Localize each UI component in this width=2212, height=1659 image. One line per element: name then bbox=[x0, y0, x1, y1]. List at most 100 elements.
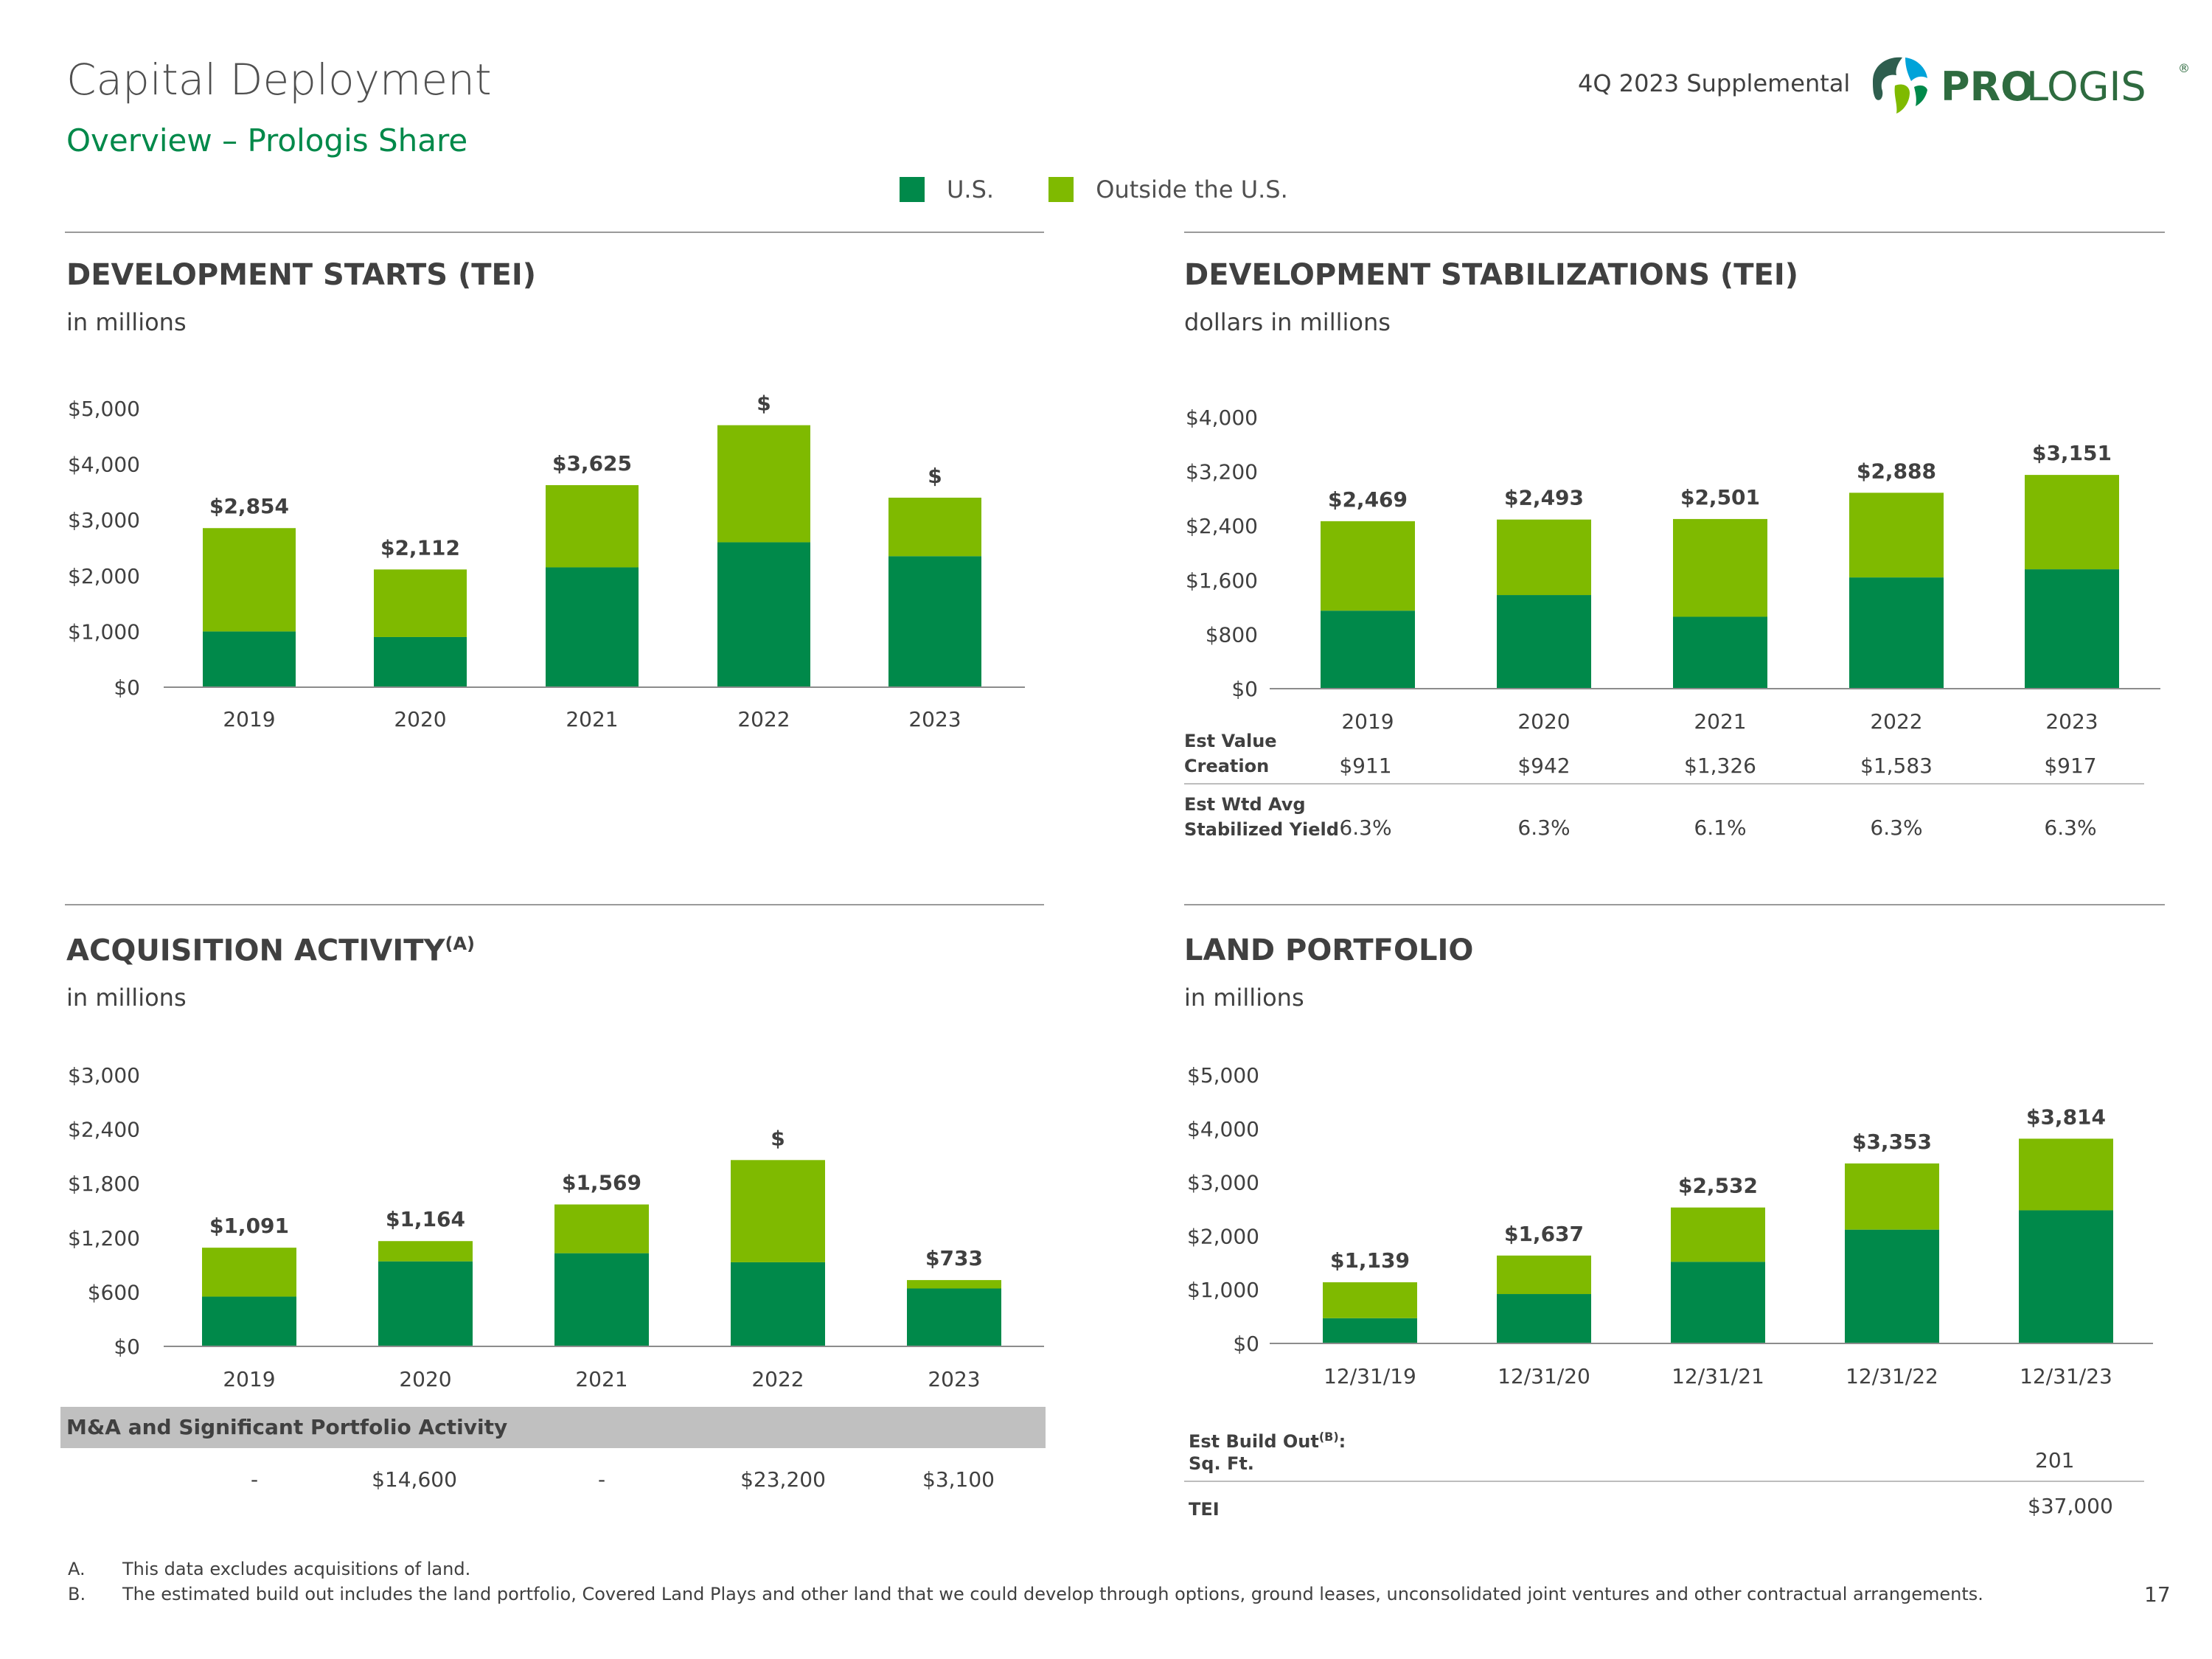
x-tick-label: 12/31/22 bbox=[1846, 1364, 1938, 1388]
footnote-a-key: A. bbox=[68, 1559, 86, 1579]
land-tei-label: TEI bbox=[1189, 1499, 1220, 1520]
bar-segment-outside bbox=[1497, 519, 1591, 596]
bar-segment-us bbox=[1497, 595, 1591, 689]
acq-ma-cell: - bbox=[597, 1467, 606, 1492]
stab-yield-cell: 6.1% bbox=[1694, 815, 1747, 840]
x-tick-label: 12/31/21 bbox=[1672, 1364, 1764, 1388]
svg-text:LOGIS: LOGIS bbox=[2026, 63, 2146, 110]
x-tick-label: 12/31/19 bbox=[1324, 1364, 1416, 1388]
bar-data-label: $2,532 bbox=[1678, 1174, 1758, 1198]
bar-data-label: $2,854 bbox=[209, 494, 289, 518]
bar-segment-us bbox=[1671, 1262, 1765, 1343]
bar-segment-us bbox=[888, 556, 981, 687]
acq-ma-cell: - bbox=[250, 1467, 259, 1492]
land-chart-group: $0 $1,000 $2,000 $3,000 $4,000 $5,000 $1,139 12… bbox=[1187, 1063, 2153, 1388]
acq-table-header: M&A and Significant Portfolio Activity bbox=[60, 1407, 1046, 1448]
bar-segment-us bbox=[554, 1253, 649, 1346]
x-tick-label: 2021 bbox=[1694, 709, 1746, 734]
stab-value-creation-cell: $1,583 bbox=[1860, 754, 1933, 778]
bar-segment-outside bbox=[907, 1280, 1001, 1289]
y-tick-label: $0 bbox=[1233, 1332, 1259, 1356]
starts-subtitle: in millions bbox=[66, 308, 187, 336]
stabilizations-chart-group: $0 $800 $1,600 $2,400 $3,200 $4,000 $2,469 2019… bbox=[1186, 406, 2160, 734]
svg-text:PRO: PRO bbox=[1941, 63, 2034, 110]
bar-data-label: $3,625 bbox=[552, 451, 632, 476]
bar-segment-outside bbox=[1321, 521, 1415, 611]
table-divider bbox=[1184, 783, 2144, 785]
stab-yield-cell: 6.3% bbox=[2044, 815, 2097, 840]
land-build-out-label: Est Build Out(B): bbox=[1189, 1430, 1346, 1452]
bar-data-label: $733 bbox=[925, 1246, 983, 1270]
acq-ma-cell: $23,200 bbox=[740, 1467, 826, 1492]
y-tick-label: $3,000 bbox=[68, 1063, 140, 1088]
legend-label-us: U.S. bbox=[947, 175, 995, 204]
bar-segment-outside bbox=[717, 425, 810, 543]
bar-segment-us bbox=[374, 636, 467, 687]
x-tick-label: 2021 bbox=[566, 707, 618, 731]
section-divider bbox=[1184, 232, 2165, 233]
starts-title: DEVELOPMENT STARTS (TEI) bbox=[66, 258, 537, 292]
section-divider bbox=[65, 904, 1044, 905]
bar-segment-us bbox=[717, 542, 810, 687]
x-tick-label: 12/31/20 bbox=[1498, 1364, 1590, 1388]
bar-segment-us bbox=[2019, 1210, 2113, 1343]
x-tick-label: 2022 bbox=[737, 707, 790, 731]
bar-segment-outside bbox=[1323, 1282, 1417, 1318]
x-tick-label: 2023 bbox=[2045, 709, 2098, 734]
y-tick-label: $1,200 bbox=[68, 1226, 140, 1251]
land-tei-value: $37,000 bbox=[2028, 1494, 2113, 1518]
chart-legend: U.S. Outside the U.S. bbox=[900, 175, 1335, 204]
bar-segment-us bbox=[202, 1296, 296, 1346]
y-tick-label: $2,400 bbox=[1186, 514, 1258, 538]
bar-segment-us bbox=[1849, 577, 1944, 689]
page-number: 17 bbox=[2144, 1582, 2171, 1607]
y-tick-label: $0 bbox=[114, 675, 140, 700]
x-tick-label: 2021 bbox=[575, 1367, 627, 1391]
section-divider bbox=[1184, 904, 2165, 905]
stab-value-creation-cell: $942 bbox=[1517, 754, 1571, 778]
legend-swatch-outside bbox=[1048, 177, 1074, 202]
bar-segment-outside bbox=[202, 1248, 296, 1297]
bar-segment-us bbox=[1497, 1294, 1591, 1343]
bar-data-label: $2,501 bbox=[1680, 485, 1760, 509]
y-tick-label: $2,000 bbox=[68, 564, 140, 588]
stab-row1-label: Est Value Creation bbox=[1184, 731, 1277, 776]
stab-value-creation-cell: $911 bbox=[1339, 754, 1392, 778]
bar-data-label: $3,353 bbox=[1852, 1130, 1932, 1154]
footnote-b-key: B. bbox=[68, 1584, 86, 1604]
bar-segment-us bbox=[907, 1288, 1001, 1346]
y-tick-label: $2,000 bbox=[1187, 1224, 1259, 1248]
bar-segment-outside bbox=[374, 569, 467, 637]
stab-yield-cell: 6.3% bbox=[1517, 815, 1571, 840]
y-tick-label: $1,600 bbox=[1186, 568, 1258, 593]
x-tick-label: 2023 bbox=[908, 707, 961, 731]
footnote-a-text: This data excludes acquisitions of land. bbox=[122, 1559, 471, 1579]
land-sqft-value: 201 bbox=[2035, 1448, 2075, 1472]
legend-item-us: U.S. bbox=[900, 175, 994, 204]
stab-value-creation-cell: $917 bbox=[2044, 754, 2097, 778]
bar-data-label: $2,469 bbox=[1328, 487, 1408, 512]
bar-data-label: $3,814 bbox=[2026, 1105, 2106, 1129]
bar-segment-us bbox=[546, 567, 639, 687]
stab-row2-label: Est Wtd Avg Stabilized Yield bbox=[1184, 794, 1339, 840]
bar-segment-outside bbox=[546, 484, 639, 568]
legend-swatch-us bbox=[900, 177, 925, 202]
x-tick-label: 2020 bbox=[399, 1367, 451, 1391]
y-tick-label: $800 bbox=[1206, 622, 1258, 647]
x-tick-label: 2020 bbox=[394, 707, 446, 731]
bar-data-label: $1,637 bbox=[1504, 1222, 1584, 1246]
stab-value-creation-cell: $1,326 bbox=[1684, 754, 1756, 778]
bar-data-label: $ bbox=[771, 1126, 785, 1150]
y-tick-label: $3,000 bbox=[1187, 1171, 1259, 1195]
bar-segment-us bbox=[2025, 569, 2119, 689]
y-tick-label: $5,000 bbox=[68, 397, 140, 421]
y-tick-label: $3,000 bbox=[68, 508, 140, 532]
bar-data-label: $1,164 bbox=[386, 1207, 465, 1231]
y-tick-label: $3,200 bbox=[1186, 460, 1258, 484]
bar-data-label: $1,091 bbox=[209, 1214, 289, 1238]
acquisitions-subtitle: in millions bbox=[66, 984, 187, 1012]
acquisitions-title: ACQUISITION ACTIVITY(A) bbox=[66, 933, 476, 968]
footnote-b-text: The estimated build out includes the lan… bbox=[122, 1584, 1983, 1604]
prologis-logo: PRO LOGIS ® bbox=[1865, 52, 2190, 118]
y-tick-label: $1,800 bbox=[68, 1172, 140, 1196]
